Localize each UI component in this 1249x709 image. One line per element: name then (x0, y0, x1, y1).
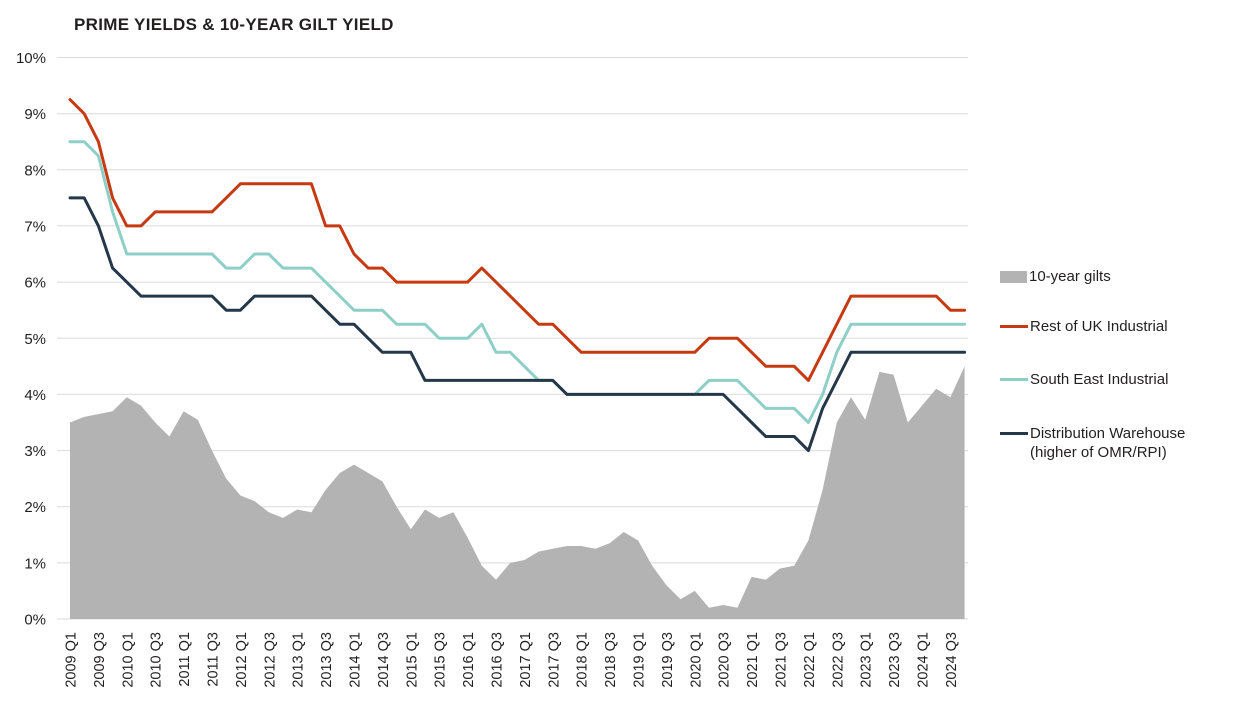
legend: 10-year gilts Rest of UK Industrial Sout… (1000, 0, 1245, 709)
x-tick-label: 2022 Q1 (802, 632, 818, 688)
line-series-1 (68, 140, 967, 424)
x-tick-label: 2010 Q3 (149, 632, 165, 688)
x-tick-label: 2017 Q1 (518, 632, 534, 688)
x-tick-label: 2024 Q3 (944, 632, 960, 688)
y-tick-label: 3% (24, 443, 46, 460)
south-east-line-swatch (1000, 378, 1028, 381)
gilts-area-swatch (1000, 270, 1027, 283)
x-tick-label: 2017 Q3 (546, 632, 562, 688)
x-tick-label: 2023 Q3 (887, 632, 903, 688)
x-tick-label: 2009 Q3 (92, 632, 108, 688)
legend-label: Rest of UK Industrial (1030, 318, 1168, 335)
x-axis-labels: 2009 Q1 2009 Q3 2010 Q1 2010 Q3 2011 Q1 2011 … (64, 632, 960, 688)
y-tick-label: 8% (24, 162, 46, 179)
x-tick-label: 2011 Q3 (206, 632, 222, 687)
distribution-line-swatch (1000, 432, 1028, 435)
y-tick-label: 0% (24, 612, 46, 629)
rest-of-uk-line-swatch (1000, 325, 1028, 328)
x-tick-label: 2024 Q1 (916, 632, 932, 688)
legend-label: South East Industrial (1030, 371, 1169, 388)
x-tick-label: 2010 Q1 (120, 632, 136, 688)
x-tick-label: 2014 Q3 (376, 632, 392, 688)
legend-label: 10-year gilts (1029, 268, 1111, 285)
y-tick-label: 6% (24, 275, 46, 292)
x-tick-label: 2016 Q1 (461, 632, 477, 688)
y-tick-label: 2% (24, 499, 46, 516)
x-tick-label: 2015 Q3 (433, 632, 449, 688)
x-tick-label: 2012 Q3 (262, 632, 278, 688)
y-tick-label: 7% (24, 218, 46, 235)
legend-item-rest-of-uk-industrial: Rest of UK Industrial (1000, 317, 1168, 336)
y-tick-label: 4% (24, 387, 46, 404)
x-tick-label: 2023 Q1 (859, 632, 875, 688)
y-tick-label: 1% (24, 555, 46, 572)
x-tick-label: 2019 Q1 (632, 632, 648, 688)
x-tick-label: 2013 Q1 (291, 632, 307, 688)
line-series-0 (68, 98, 967, 382)
x-tick-label: 2016 Q3 (490, 632, 506, 688)
x-tick-label: 2009 Q1 (64, 632, 80, 688)
gilts-area-series (70, 366, 965, 619)
x-tick-label: 2019 Q3 (660, 632, 676, 688)
page-title: PRIME YIELDS & 10-YEAR GILT YIELD (74, 15, 394, 34)
y-tick-label: 9% (24, 106, 46, 123)
x-tick-label: 2012 Q1 (234, 632, 250, 688)
x-tick-label: 2015 Q1 (404, 632, 420, 688)
x-tick-label: 2021 Q1 (745, 632, 761, 688)
legend-item-south-east-industrial: South East Industrial (1000, 370, 1168, 389)
x-tick-label: 2013 Q3 (319, 632, 335, 688)
x-tick-label: 2021 Q3 (774, 632, 790, 688)
x-tick-label: 2011 Q1 (177, 632, 193, 687)
x-tick-label: 2018 Q1 (575, 632, 591, 688)
line-series-2 (68, 196, 967, 453)
y-axis-labels: 10% 9% 8% 7% 6% 5% 4% 3% 2% 1% 0% (16, 50, 46, 629)
y-tick-label: 10% (16, 50, 46, 67)
legend-item-distribution-warehouse: Distribution Warehouse (higher of OMR/RP… (1000, 424, 1185, 462)
x-tick-label: 2022 Q3 (830, 632, 846, 688)
y-tick-label: 5% (24, 331, 46, 348)
x-tick-label: 2014 Q1 (348, 632, 364, 688)
legend-label-line2: (higher of OMR/RPI) (1030, 444, 1167, 461)
x-tick-label: 2018 Q3 (603, 632, 619, 688)
x-tick-label: 2020 Q3 (717, 632, 733, 688)
legend-item-10-year-gilts: 10-year gilts (1000, 267, 1111, 286)
legend-label: Distribution Warehouse (1030, 425, 1186, 442)
x-tick-label: 2020 Q1 (688, 632, 704, 688)
